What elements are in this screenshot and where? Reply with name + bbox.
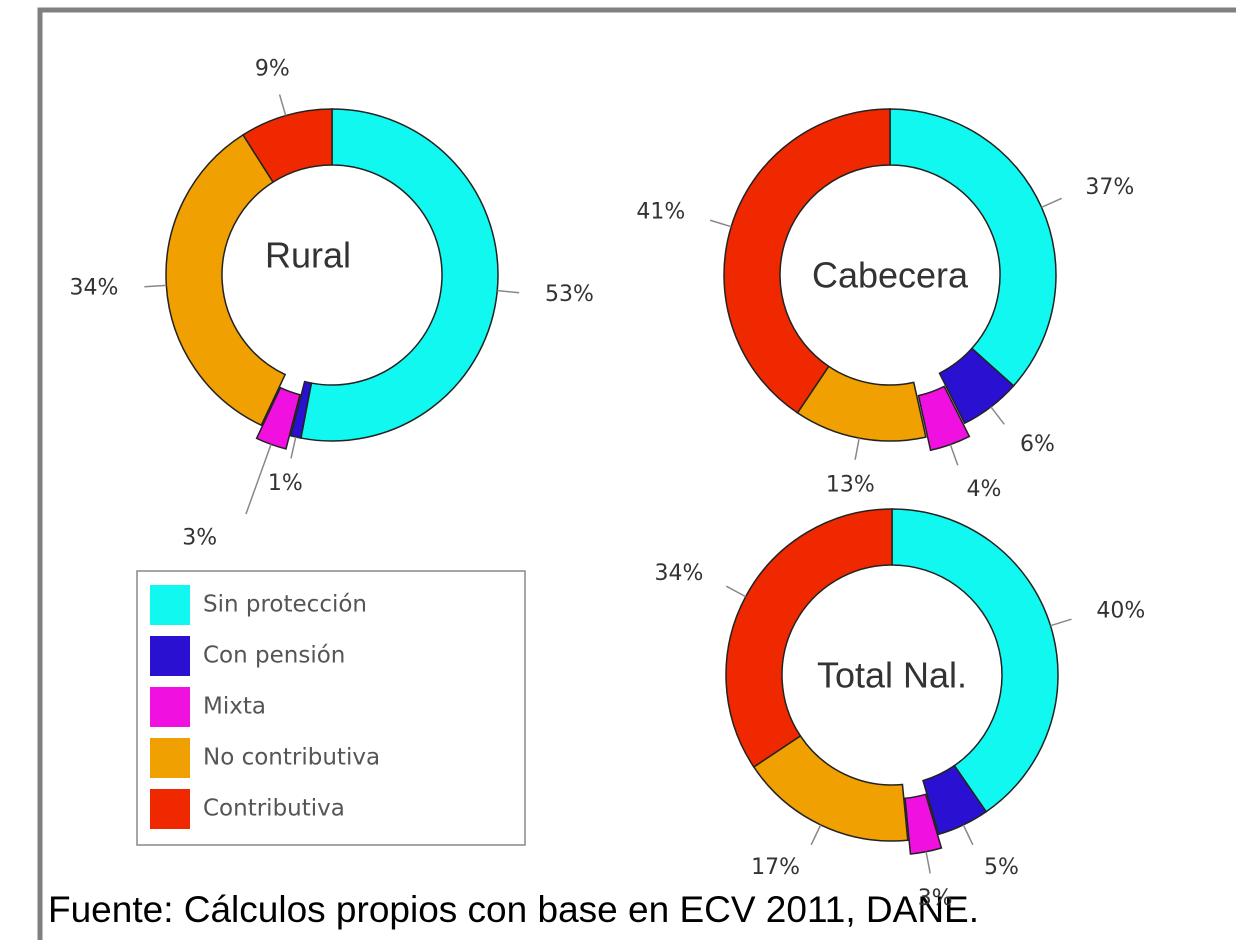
leader-line (949, 444, 959, 466)
legend-swatch (150, 636, 190, 676)
donut-slice (917, 385, 971, 452)
legend-swatch (150, 789, 190, 829)
legend-swatch (150, 738, 190, 778)
legend-label: Sin protección (203, 592, 367, 618)
leader-line (1041, 197, 1062, 209)
data-label: 3% (182, 525, 217, 550)
data-label: 34% (654, 561, 703, 586)
donut-slice (255, 386, 301, 450)
leader-line (925, 851, 931, 874)
frame (37, 7, 1236, 940)
legend-label: Con pensión (203, 643, 345, 669)
data-label: 34% (70, 275, 119, 300)
chart-title: Cabecera (812, 255, 969, 296)
leader-line (709, 219, 732, 228)
data-label: 3% (918, 886, 953, 911)
leader-line (144, 284, 167, 288)
chart-title: Total Nal. (817, 655, 967, 696)
data-label: 9% (255, 56, 290, 81)
data-label: 1% (268, 471, 303, 496)
legend-label: No contributiva (203, 745, 380, 771)
leader-line (854, 437, 860, 460)
data-label: 53% (545, 282, 594, 307)
legend-swatch (150, 687, 190, 727)
data-label: 5% (984, 855, 1019, 880)
donut-slice (891, 508, 1059, 813)
data-label: 17% (751, 855, 800, 880)
leader-line (990, 406, 1005, 425)
donut-slice (922, 764, 988, 836)
chart-title: Rural (265, 235, 351, 276)
donut-slice (938, 347, 1015, 425)
legend-label: Contributiva (203, 796, 345, 822)
data-label: 13% (826, 472, 875, 497)
leader-line (278, 94, 287, 116)
leader-line (245, 444, 272, 515)
donut-slice (289, 380, 313, 439)
donut-slice (165, 133, 287, 427)
data-label: 6% (1020, 432, 1055, 457)
donut-slice (725, 508, 893, 768)
leader-line (810, 824, 822, 846)
donut-slice (889, 108, 1057, 387)
leader-line (497, 289, 520, 294)
legend-label: Mixta (203, 694, 266, 720)
leader-line (1050, 618, 1072, 627)
leader-line (725, 585, 747, 598)
source-note: Fuente: Cálculos propios con base en ECV… (48, 889, 979, 930)
donut-slice (904, 793, 943, 855)
data-label: 37% (1085, 175, 1134, 200)
data-label: 4% (966, 477, 1001, 502)
data-label: 40% (1096, 598, 1145, 623)
donut-slice (723, 108, 891, 414)
legend-box (136, 570, 526, 846)
leader-line (962, 824, 974, 846)
leader-line (290, 436, 297, 459)
donut-slice (300, 108, 499, 442)
data-label: 41% (636, 200, 685, 225)
donut-slice (242, 108, 333, 184)
legend-swatch (150, 585, 190, 625)
